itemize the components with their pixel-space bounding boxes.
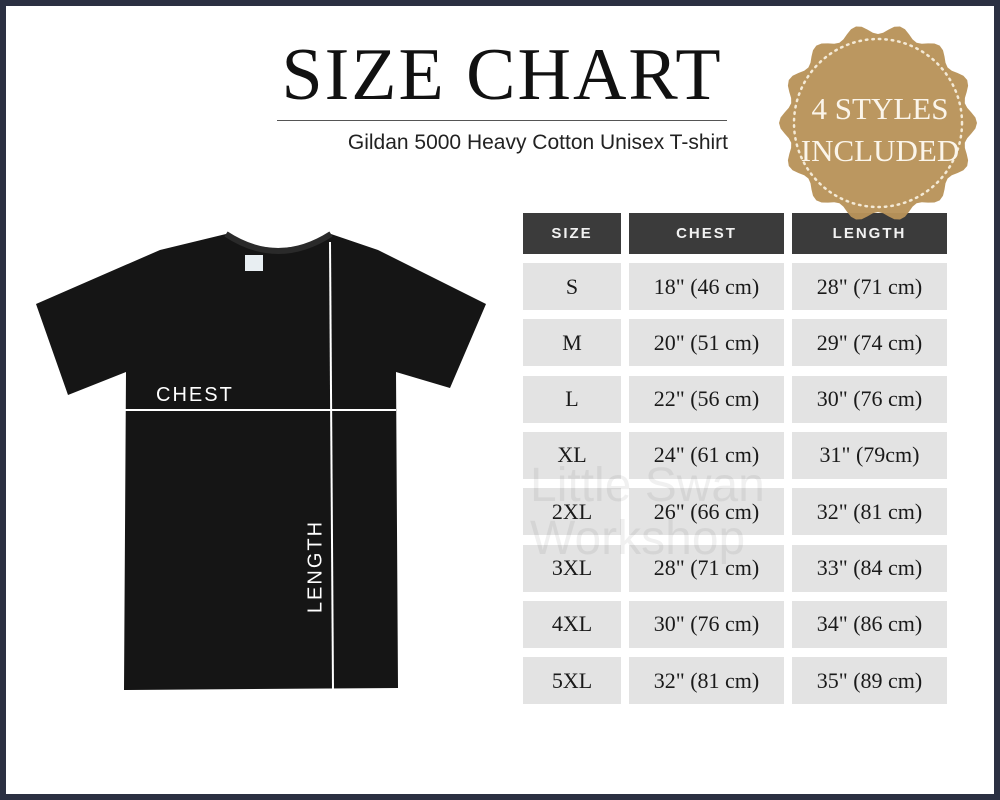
cell-length: 32" (81 cm) bbox=[792, 488, 947, 536]
length-label: LENGTH bbox=[304, 519, 327, 614]
cell-length: 29" (74 cm) bbox=[792, 319, 947, 367]
title-divider bbox=[277, 120, 727, 121]
cell-length: 30" (76 cm) bbox=[792, 375, 947, 423]
page-subtitle: Gildan 5000 Heavy Cotton Unisex T-shirt bbox=[347, 131, 728, 154]
badge-line-2: INCLUDED bbox=[800, 133, 960, 168]
cell-chest: 32" (81 cm) bbox=[629, 657, 784, 705]
cell-length: 34" (86 cm) bbox=[792, 600, 947, 648]
tshirt-shape bbox=[36, 234, 486, 690]
cell-length: 28" (71 cm) bbox=[792, 263, 947, 310]
cell-size: L bbox=[523, 375, 621, 423]
page-title: SIZE CHART bbox=[281, 34, 723, 116]
cell-size: 2XL bbox=[523, 488, 621, 536]
badge-text: 4 STYLES INCLUDED bbox=[785, 88, 975, 172]
cell-chest: 20" (51 cm) bbox=[629, 319, 784, 367]
cell-chest: 22" (56 cm) bbox=[629, 375, 784, 423]
tshirt-tag bbox=[245, 255, 263, 271]
tshirt-collar bbox=[224, 231, 333, 254]
cell-size: M bbox=[523, 319, 621, 367]
header-chest: CHEST bbox=[629, 213, 784, 254]
cell-chest: 18" (46 cm) bbox=[629, 263, 784, 310]
tshirt-image bbox=[36, 231, 486, 691]
cell-size: XL bbox=[523, 431, 621, 479]
cell-length: 31" (79cm) bbox=[792, 431, 947, 479]
cell-size: 3XL bbox=[523, 544, 621, 592]
cell-chest: 24" (61 cm) bbox=[629, 431, 784, 479]
cell-chest: 28" (71 cm) bbox=[629, 544, 784, 592]
cell-size: S bbox=[523, 263, 621, 310]
cell-size: 4XL bbox=[523, 600, 621, 648]
header-size: SIZE bbox=[523, 213, 621, 254]
length-measure-line bbox=[329, 241, 334, 691]
chest-label: CHEST bbox=[156, 384, 234, 406]
cell-length: 35" (89 cm) bbox=[792, 657, 947, 705]
cell-size: 5XL bbox=[523, 657, 621, 705]
badge-line-1: 4 STYLES bbox=[811, 91, 949, 126]
cell-chest: 30" (76 cm) bbox=[629, 600, 784, 648]
cell-length: 33" (84 cm) bbox=[792, 544, 947, 592]
badge-seal-icon bbox=[779, 26, 977, 220]
cell-chest: 26" (66 cm) bbox=[629, 488, 784, 536]
header-length: LENGTH bbox=[792, 213, 947, 254]
